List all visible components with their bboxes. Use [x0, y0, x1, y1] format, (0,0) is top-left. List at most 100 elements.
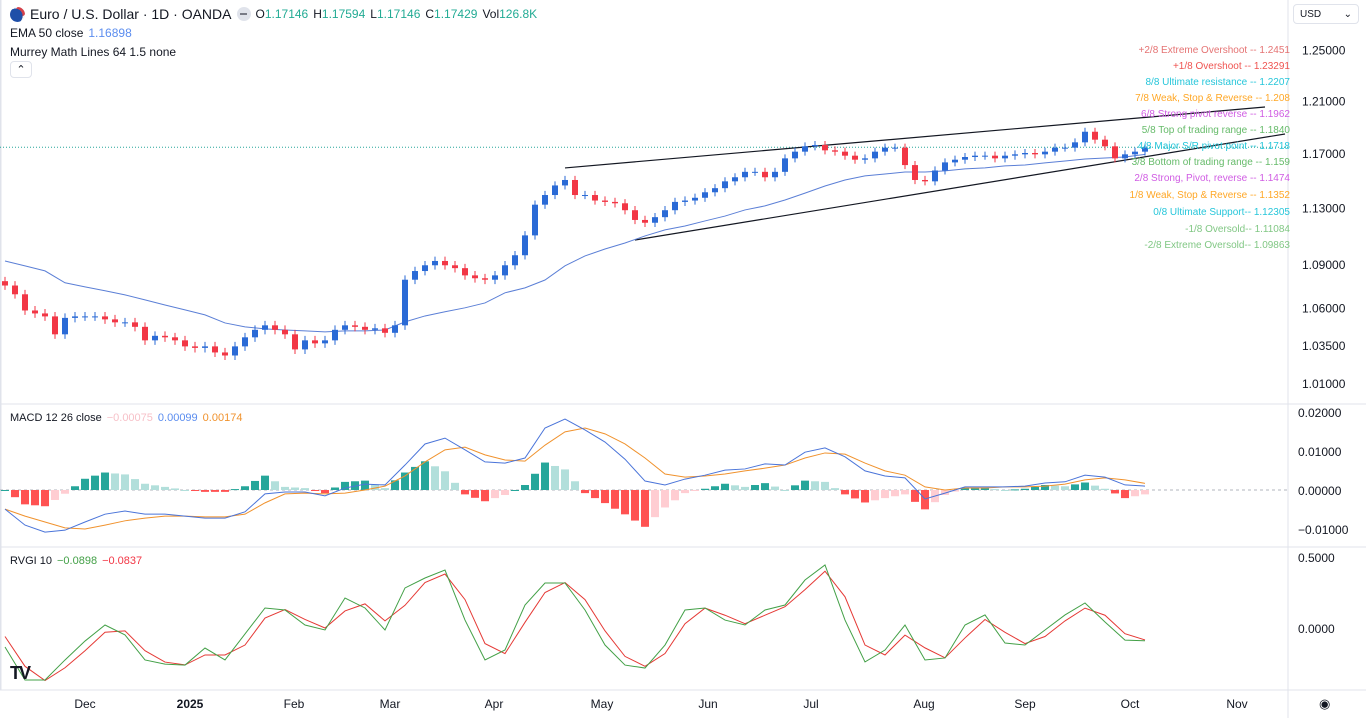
candle: [162, 335, 168, 338]
ema-label: EMA 50 close: [10, 26, 84, 40]
macd-histogram-bar: [841, 490, 849, 495]
macd-histogram-bar: [261, 475, 269, 490]
murrey-line-label: +2/8 Extreme Overshoot -- 1.2451: [1138, 45, 1290, 56]
candle: [772, 171, 778, 178]
macd-histogram-bar: [451, 482, 459, 490]
macd-histogram-bar: [1001, 490, 1009, 491]
macd-histogram-bar: [371, 484, 379, 490]
candle: [192, 346, 198, 348]
macd-histogram-bar: [1081, 482, 1089, 490]
price-axis-tick: 1.09000: [1302, 258, 1346, 272]
murrey-line-label: -1/8 Oversold-- 1.11084: [1185, 224, 1290, 235]
wedge-lower-trendline[interactable]: [634, 133, 1286, 241]
symbol-title[interactable]: Euro / U.S. Dollar · 1D · OANDA: [30, 6, 232, 22]
candle: [1122, 154, 1128, 159]
candle: [172, 337, 178, 341]
macd-histogram-bar: [1071, 484, 1079, 490]
low-label: L: [370, 7, 377, 21]
candle: [1062, 147, 1068, 149]
wedge-upper-trendline[interactable]: [564, 106, 1266, 169]
macd-histogram-bar: [581, 490, 589, 494]
macd-histogram-bar: [271, 481, 279, 490]
macd-histogram-bar: [531, 473, 539, 490]
candle: [262, 325, 268, 330]
macd-histogram-bar: [361, 480, 369, 490]
candle: [862, 158, 868, 160]
murrey-legend[interactable]: Murrey Math Lines 64 1.5 none: [10, 45, 176, 59]
candle: [82, 316, 88, 318]
candle: [792, 151, 798, 159]
macd-histogram-bar: [1051, 485, 1059, 490]
time-axis-tick: Jul: [803, 697, 818, 711]
collapse-legend-button[interactable]: ⌃: [10, 61, 32, 78]
candle: [702, 192, 708, 198]
macd-signal-line: [4, 427, 1146, 530]
macd-histogram-bar: [651, 490, 659, 518]
rvgi-signal-value: −0.0837: [102, 555, 143, 567]
candle: [442, 260, 448, 266]
candle: [822, 144, 828, 151]
tradingview-logo[interactable]: TV: [10, 663, 31, 683]
macd-histogram-bar: [431, 466, 439, 490]
macd-histogram-bar: [1041, 485, 1049, 490]
macd-histogram-bar: [601, 490, 609, 504]
price-axis-tick: 1.13000: [1302, 201, 1346, 215]
currency-select[interactable]: USD ⌄: [1293, 4, 1359, 24]
candle: [212, 346, 218, 353]
candle: [972, 155, 978, 158]
ema-value: 1.16898: [88, 26, 132, 40]
macd-histogram-bar: [821, 481, 829, 490]
candle: [952, 159, 958, 163]
candle: [42, 313, 48, 317]
macd-histogram-bar: [721, 483, 729, 490]
macd-histogram-bar: [321, 490, 329, 494]
candle: [922, 179, 928, 182]
macd-histogram-bar: [341, 481, 349, 490]
candle: [352, 325, 358, 327]
candle: [2, 281, 8, 286]
candle: [1142, 147, 1148, 152]
candle: [252, 329, 258, 338]
murrey-line-label: 8/8 Ultimate resistance -- 1.2207: [1145, 77, 1290, 88]
candle: [1022, 153, 1028, 155]
price-axis-tick: 1.03500: [1302, 339, 1346, 353]
candle: [1072, 142, 1078, 148]
macd-histogram-bar: [191, 490, 199, 491]
macd-histogram-bar: [551, 465, 559, 490]
macd-histogram-bar: [561, 469, 569, 490]
candle: [462, 268, 468, 276]
murrey-line-label: 6/8 Strong pivot reverse -- 1.1962: [1141, 109, 1290, 120]
macd-histogram-bar: [311, 490, 319, 491]
macd-legend[interactable]: MACD 12 26 close −0.00075 0.00099 0.0017…: [10, 412, 242, 424]
macd-histogram-bar: [981, 488, 989, 490]
candle: [832, 150, 838, 152]
rvgi-label: RVGI 10: [10, 555, 52, 567]
time-axis-tick: Sep: [1014, 697, 1036, 711]
candle: [782, 158, 788, 172]
candle: [392, 325, 398, 333]
macd-histogram-bar: [201, 490, 209, 492]
chevron-down-icon: ⌄: [1343, 8, 1352, 20]
ema-legend[interactable]: EMA 50 close 1.16898: [10, 26, 132, 40]
macd-histogram-bar: [891, 490, 899, 497]
settings-icon[interactable]: ◉: [1319, 696, 1331, 711]
macd-histogram-bar: [1021, 488, 1029, 490]
macd-histogram-bar: [461, 490, 469, 495]
market-status-icon[interactable]: [236, 7, 251, 21]
macd-histogram-bar: [571, 481, 579, 490]
chevron-up-icon: ⌃: [16, 64, 26, 76]
macd-histogram-bar: [411, 466, 419, 490]
macd-histogram-bar: [1, 490, 9, 491]
candle: [292, 334, 298, 350]
rvgi-legend[interactable]: RVGI 10 −0.0898 −0.0837: [10, 555, 142, 567]
macd-histogram-bar: [1061, 486, 1069, 490]
macd-histogram-bar: [671, 490, 679, 501]
candle: [992, 155, 998, 159]
candle: [912, 165, 918, 180]
macd-histogram-bar: [631, 490, 639, 521]
macd-histogram-bar: [111, 473, 119, 490]
macd-histogram-bar: [881, 490, 889, 499]
candle: [362, 326, 368, 330]
macd-histogram-bar: [1121, 490, 1129, 499]
